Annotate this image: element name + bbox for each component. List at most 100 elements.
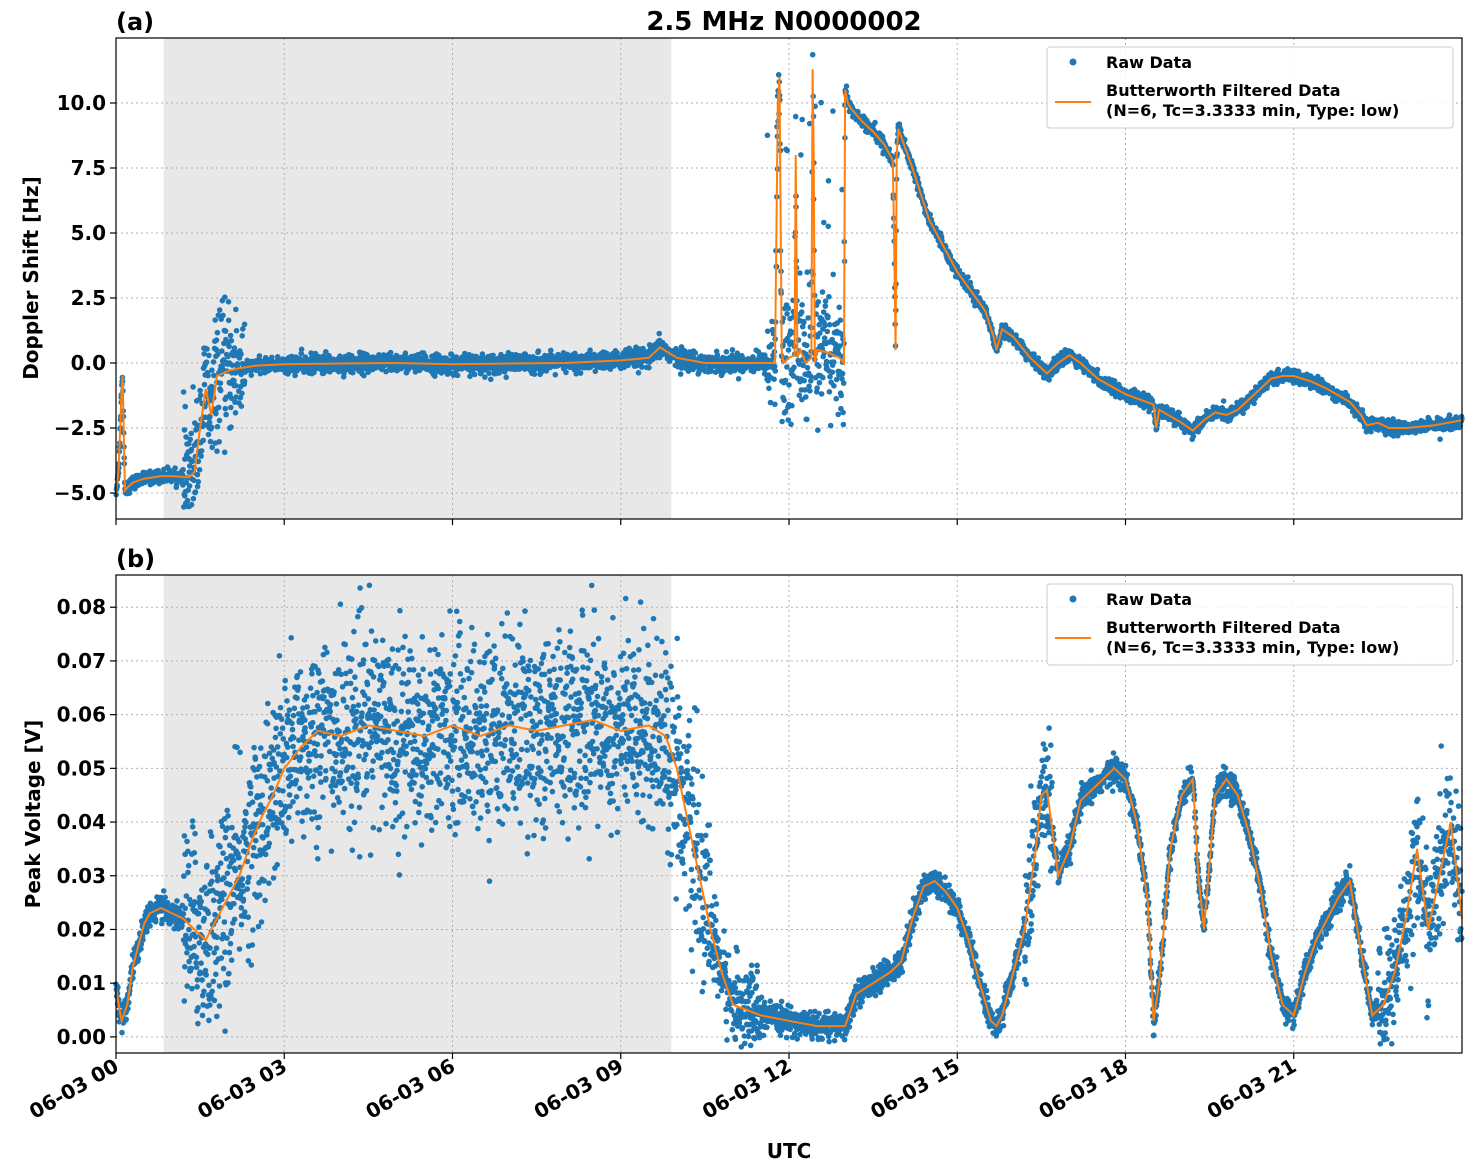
raw-data-point <box>387 349 394 356</box>
raw-data-point <box>238 351 244 357</box>
raw-data-point <box>771 376 777 383</box>
raw-data-point <box>180 466 186 473</box>
raw-data-point <box>766 385 772 392</box>
raw-data-point <box>180 389 187 395</box>
raw-data-point <box>788 421 794 428</box>
raw-data-point <box>205 372 211 379</box>
raw-data-point <box>217 387 224 394</box>
raw-data-point <box>839 370 846 377</box>
raw-data-point <box>822 303 829 309</box>
raw-data-point <box>563 369 569 376</box>
raw-data-point <box>656 330 662 337</box>
raw-data-point <box>186 440 192 447</box>
raw-data-point <box>209 367 215 374</box>
raw-data-point <box>822 322 828 329</box>
raw-data-point <box>211 372 217 379</box>
raw-data-point <box>292 372 298 379</box>
raw-data-point <box>1035 355 1042 361</box>
raw-data-point <box>825 223 832 230</box>
raw-data-point <box>192 489 199 495</box>
figure-title: 2.5 MHz N0000002 <box>646 7 921 37</box>
raw-data-point <box>714 352 721 358</box>
raw-data-point <box>818 391 825 397</box>
raw-data-point <box>797 270 803 276</box>
raw-data-point <box>785 305 792 312</box>
raw-data-point <box>768 341 775 348</box>
raw-data-point <box>206 352 212 359</box>
raw-data-point <box>1240 410 1246 417</box>
raw-data-point <box>830 359 837 365</box>
raw-data-point <box>194 471 201 478</box>
raw-data-point <box>239 333 245 339</box>
raw-data-point <box>182 403 188 410</box>
raw-data-point <box>552 371 559 378</box>
raw-data-point <box>257 370 264 377</box>
raw-data-point <box>1220 398 1227 404</box>
raw-data-point <box>785 347 792 353</box>
raw-data-point <box>815 427 821 434</box>
raw-data-point <box>816 363 822 369</box>
raw-data-point <box>207 438 214 445</box>
raw-data-point <box>233 327 240 334</box>
raw-data-point <box>228 337 235 344</box>
raw-data-point <box>827 422 834 429</box>
raw-data-point <box>833 395 839 402</box>
raw-data-point <box>1031 351 1037 357</box>
raw-data-point <box>815 299 822 305</box>
raw-data-point <box>735 376 742 382</box>
raw-data-point <box>791 364 797 371</box>
raw-data-point <box>814 385 820 391</box>
raw-data-point <box>872 119 878 126</box>
raw-data-point <box>471 371 478 378</box>
raw-data-point <box>204 346 210 352</box>
raw-data-point <box>818 99 824 106</box>
raw-data-point <box>786 382 792 388</box>
raw-data-point <box>801 319 807 326</box>
raw-data-point <box>201 381 208 388</box>
raw-data-point <box>548 347 554 354</box>
raw-data-point <box>799 302 805 308</box>
raw-data-point <box>823 358 830 365</box>
raw-data-point <box>227 332 234 339</box>
raw-data-point <box>798 309 805 315</box>
raw-data-point <box>206 419 213 426</box>
raw-data-point <box>222 405 229 412</box>
raw-data-point <box>187 463 193 469</box>
raw-data-point <box>840 409 846 416</box>
raw-data-point <box>213 410 219 417</box>
raw-data-point <box>1190 433 1197 440</box>
raw-data-point <box>194 483 201 490</box>
raw-data-point <box>808 378 814 384</box>
raw-data-point <box>784 147 790 154</box>
raw-data-point <box>826 293 832 300</box>
raw-data-point <box>215 351 221 358</box>
raw-data-point <box>191 477 197 484</box>
raw-data-point <box>234 361 241 367</box>
raw-data-point <box>587 347 593 354</box>
raw-data-point <box>223 411 229 418</box>
raw-data-point <box>1251 400 1257 407</box>
raw-data-point <box>843 83 850 89</box>
raw-data-point <box>222 328 229 334</box>
raw-data-point <box>781 397 787 404</box>
raw-data-point <box>677 371 684 377</box>
raw-data-point <box>201 351 207 357</box>
raw-data-point <box>729 347 736 353</box>
raw-data-point <box>840 421 847 428</box>
raw-data-point <box>222 294 228 301</box>
raw-data-point <box>782 377 789 384</box>
raw-data-point <box>784 364 790 370</box>
raw-data-point <box>226 343 232 350</box>
raw-data-point <box>196 396 202 403</box>
raw-data-point <box>816 379 823 386</box>
raw-data-point <box>805 315 811 321</box>
raw-data-point <box>233 382 239 389</box>
raw-data-point <box>186 483 193 489</box>
raw-data-point <box>454 372 461 379</box>
raw-data-point <box>799 116 805 123</box>
raw-data-point <box>350 369 356 376</box>
raw-data-point <box>231 377 237 384</box>
raw-data-point <box>402 350 409 357</box>
raw-data-point <box>798 152 804 158</box>
raw-data-point <box>256 353 263 359</box>
